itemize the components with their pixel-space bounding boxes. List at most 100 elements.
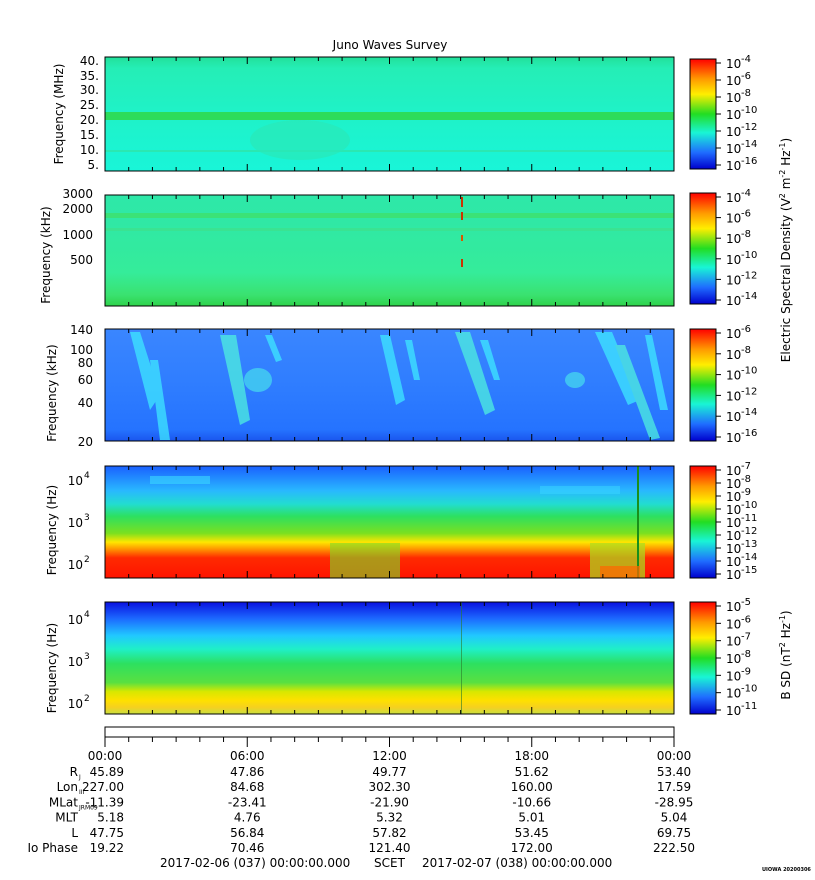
colorbar-tick-exp: -8 xyxy=(741,88,751,99)
credit-stamp: UIOWA 20200306 xyxy=(762,867,811,873)
ephemeris-value: 5.18 xyxy=(97,811,124,825)
colorbar-tick-exp: -6 xyxy=(741,614,751,625)
ephemeris-value: 84.68 xyxy=(230,780,264,794)
panel-5-spectrogram xyxy=(105,602,674,714)
panel-1-ytick: 5. xyxy=(88,158,99,172)
colorbar-tick-label: 10 xyxy=(726,294,741,308)
colorbar-tick-exp: -12 xyxy=(741,386,757,397)
colorbar-tick-exp: -11 xyxy=(741,701,757,712)
colorbar-tick-label: 10 xyxy=(726,57,741,71)
colorbar-e-label: Electric Spectral Density (V2 m-2 Hz-1) xyxy=(778,138,793,362)
time-axis-ticks xyxy=(104,57,675,714)
colorbar-tick-label: 10 xyxy=(726,253,741,267)
colorbar-tick-exp: -12 xyxy=(741,526,757,537)
ephemeris-value: 57.82 xyxy=(372,826,406,840)
time-label: 18:00 xyxy=(514,749,549,763)
colorbar-tick-label: 10 xyxy=(726,704,741,718)
panel-2-band-lower xyxy=(105,228,674,231)
ephemeris-value: 56.84 xyxy=(230,826,264,840)
ephemeris-label: L xyxy=(71,826,78,840)
ephemeris-value: 227.00 xyxy=(82,780,124,794)
ephemeris-value: 69.75 xyxy=(657,826,691,840)
panel-5-ytick: 10 xyxy=(68,613,83,627)
panel-2-ytick: 3000 xyxy=(62,187,93,201)
time-label: 12:00 xyxy=(372,749,407,763)
ephemeris-value: -23.41 xyxy=(228,795,267,809)
footer-end: 2017-02-07 (038) 00:00:00.000 xyxy=(422,856,612,870)
ephemeris-label-sub: III xyxy=(79,789,85,796)
panel-3-ytick: 80 xyxy=(78,356,93,370)
panel-1-band-22mhz xyxy=(105,112,674,120)
ephemeris-value: 5.04 xyxy=(661,811,688,825)
panel-1-ytick: 40. xyxy=(80,54,99,68)
panel-1-ytick: 30. xyxy=(80,83,99,97)
panel-3-ytick: 100 xyxy=(70,343,93,357)
colorbar-tick-exp: -6 xyxy=(741,71,751,82)
ephemeris-label-sub: JRM09 xyxy=(78,804,98,811)
colorbar-tick-label: 10 xyxy=(726,369,741,383)
panel-4-ylabel: Frequency (Hz) xyxy=(45,485,59,576)
panel-4-ytick: 10 xyxy=(68,558,83,572)
panel-1-ytick: 10. xyxy=(80,143,99,157)
colorbar-tick-exp: -16 xyxy=(741,156,757,167)
panel-4-features xyxy=(150,466,645,578)
colorbar-tick-label: 10 xyxy=(726,191,741,205)
colorbar-tick-label: 10 xyxy=(726,542,741,556)
panel-1-emission-patch xyxy=(250,120,350,160)
panel-2-yticks: 3000 2000 1000 500 xyxy=(62,187,93,267)
colorbar-tick-exp: -14 xyxy=(741,291,757,302)
colorbar-tick-exp: -13 xyxy=(741,539,757,550)
colorbar-tick-label: 10 xyxy=(726,635,741,649)
ephemeris-value: -10.66 xyxy=(512,795,551,809)
panel-3-ylabel: Frequency (kHz) xyxy=(45,344,59,441)
ephemeris-value: 53.40 xyxy=(657,765,691,779)
ephemeris-axis xyxy=(104,726,675,747)
ephemeris-label: Io Phase xyxy=(27,841,78,855)
time-label: 00:00 xyxy=(657,749,692,763)
panel-4-yticks: 10 4 10 3 10 2 xyxy=(68,471,90,572)
colorbar-tick-exp: -10 xyxy=(741,105,757,116)
panel-5-ylabel: Frequency (Hz) xyxy=(45,623,59,714)
colorbar-tick-label: 10 xyxy=(726,212,741,226)
ephemeris-value: 5.01 xyxy=(518,811,545,825)
panel-3-ytick: 60 xyxy=(78,373,93,387)
panel-3-ytick: 20 xyxy=(78,435,93,449)
panel-5-ytick: 10 xyxy=(68,697,83,711)
colorbar-tick-label: 10 xyxy=(726,142,741,156)
ephemeris-value: 121.40 xyxy=(369,841,411,855)
ephemeris-value: 19.22 xyxy=(90,841,124,855)
colorbar-tick-exp: -4 xyxy=(741,54,751,65)
ephemeris-value: -11.39 xyxy=(85,795,124,809)
footer-start: 2017-02-06 (037) 00:00:00.000 xyxy=(160,856,350,870)
panel-1-yticks: 40. 35. 30. 25. 20. 15. 10. 5. xyxy=(80,54,99,172)
panel-3-ytick: 40 xyxy=(78,396,93,410)
ephemeris-label-sub: J xyxy=(78,774,81,781)
panel-1-mhz: 40. 35. 30. 25. 20. 15. 10. 5. Frequency… xyxy=(52,54,675,172)
panel-4-ytick: 10 xyxy=(68,474,83,488)
ephemeris-label: R xyxy=(70,765,78,779)
panel-5-yticks: 10 4 10 3 10 2 xyxy=(68,610,90,711)
ephemeris-value: 5.32 xyxy=(376,811,403,825)
colorbar-tick-label: 10 xyxy=(726,91,741,105)
colorbar-tick-label: 10 xyxy=(726,687,741,701)
panel-1-ytick: 20. xyxy=(80,113,99,127)
ephemeris-value: -21.90 xyxy=(370,795,409,809)
panel-5-ytick-exp: 3 xyxy=(84,652,90,662)
colorbar-tick-exp: -15 xyxy=(741,565,757,576)
ephemeris-value: 302.30 xyxy=(369,780,411,794)
colorbar-tick-label: 10 xyxy=(726,617,741,631)
colorbar-tick-label: 10 xyxy=(726,410,741,424)
panel-2-ylabel: Frequency (kHz) xyxy=(39,206,53,303)
colorbar-tick-label: 10 xyxy=(726,600,741,614)
colorbar-tick-exp: -4 xyxy=(741,188,751,199)
colorbar-tick-exp: -10 xyxy=(741,684,757,695)
colorbar-tick-exp: -7 xyxy=(741,461,751,472)
colorbar-tick-exp: -8 xyxy=(741,649,751,660)
panel-2-spectrogram xyxy=(105,195,674,306)
